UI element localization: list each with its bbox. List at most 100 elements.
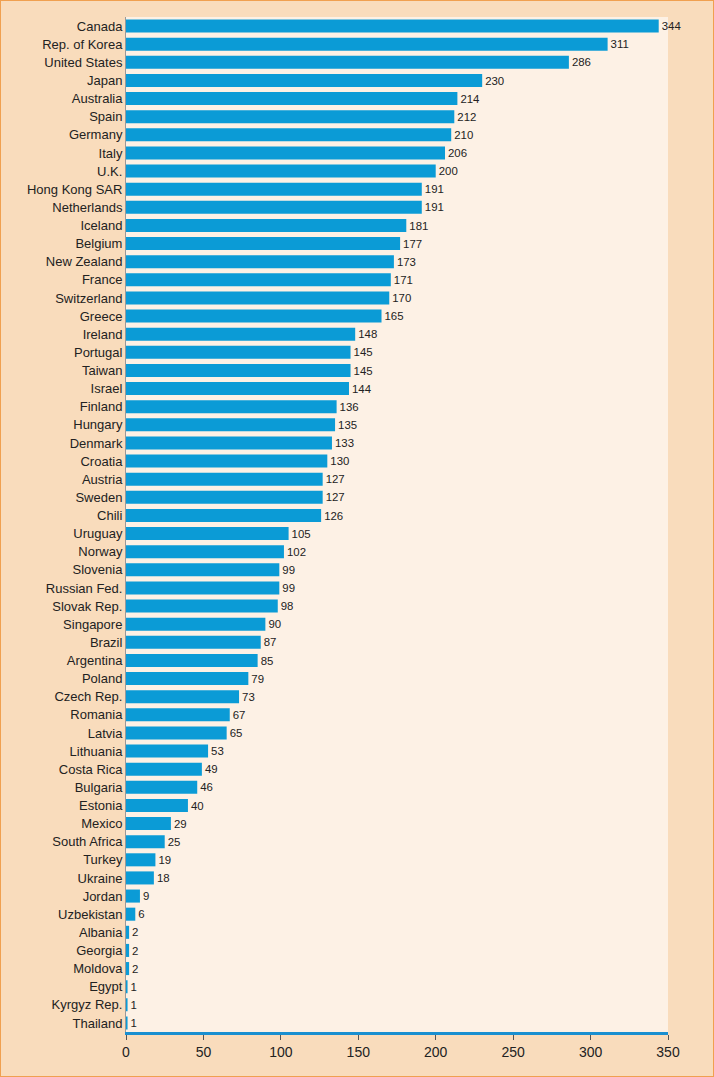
svg-text:145: 145	[354, 346, 373, 358]
svg-text:Bulgaria: Bulgaria	[75, 780, 123, 795]
svg-text:Hong Kong SAR: Hong Kong SAR	[27, 182, 122, 197]
svg-text:102: 102	[287, 546, 306, 558]
svg-text:46: 46	[200, 781, 213, 793]
svg-text:145: 145	[354, 365, 373, 377]
svg-text:Kyrgyz Rep.: Kyrgyz Rep.	[52, 997, 123, 1012]
svg-text:Moldova: Moldova	[73, 961, 123, 976]
svg-text:126: 126	[324, 510, 343, 522]
svg-text:Canada: Canada	[77, 19, 123, 34]
svg-text:18: 18	[157, 872, 170, 884]
svg-text:133: 133	[335, 437, 354, 449]
svg-text:344: 344	[662, 20, 682, 32]
svg-text:Poland: Poland	[82, 671, 122, 686]
svg-text:Greece: Greece	[80, 309, 123, 324]
svg-text:Albania: Albania	[79, 925, 123, 940]
svg-text:99: 99	[282, 564, 295, 576]
svg-text:Costa Rica: Costa Rica	[59, 762, 123, 777]
svg-text:Taiwan: Taiwan	[82, 363, 122, 378]
svg-text:Uzbekistan: Uzbekistan	[58, 907, 122, 922]
svg-text:53: 53	[211, 745, 224, 757]
svg-text:65: 65	[230, 727, 243, 739]
svg-text:U.K.: U.K.	[97, 164, 122, 179]
svg-text:Israel: Israel	[91, 381, 123, 396]
svg-text:127: 127	[326, 491, 345, 503]
svg-text:214: 214	[460, 93, 480, 105]
svg-text:206: 206	[448, 147, 467, 159]
svg-text:171: 171	[394, 274, 413, 286]
svg-text:Ukraine: Ukraine	[78, 870, 123, 885]
svg-text:311: 311	[611, 38, 629, 50]
svg-text:350: 350	[656, 1044, 680, 1060]
svg-text:Latvia: Latvia	[88, 725, 123, 740]
svg-text:Iceland: Iceland	[80, 218, 122, 233]
svg-text:Czech Rep.: Czech Rep.	[54, 689, 122, 704]
svg-text:Belgium: Belgium	[75, 236, 122, 251]
svg-text:France: France	[82, 272, 122, 287]
svg-text:Finland: Finland	[80, 399, 123, 414]
svg-text:130: 130	[330, 455, 349, 467]
svg-text:Turkey: Turkey	[83, 852, 123, 867]
svg-text:Singapore: Singapore	[63, 617, 122, 632]
svg-text:2: 2	[132, 963, 138, 975]
svg-text:250: 250	[501, 1044, 525, 1060]
svg-text:Netherlands: Netherlands	[52, 200, 123, 215]
svg-text:0: 0	[122, 1044, 130, 1060]
svg-text:Brazil: Brazil	[90, 635, 123, 650]
svg-text:170: 170	[392, 292, 411, 304]
svg-text:Lithuania: Lithuania	[70, 744, 124, 759]
svg-text:136: 136	[340, 401, 359, 413]
svg-text:Sweden: Sweden	[75, 490, 122, 505]
svg-text:165: 165	[385, 310, 404, 322]
svg-text:United States: United States	[44, 55, 123, 70]
svg-text:144: 144	[352, 383, 372, 395]
svg-text:Argentina: Argentina	[67, 653, 123, 668]
svg-text:1: 1	[131, 1017, 137, 1029]
svg-text:135: 135	[338, 419, 357, 431]
svg-text:200: 200	[439, 165, 458, 177]
svg-text:Thailand: Thailand	[73, 1015, 123, 1030]
svg-text:73: 73	[242, 691, 255, 703]
svg-text:Portugal: Portugal	[74, 345, 123, 360]
svg-text:29: 29	[174, 818, 187, 830]
svg-text:Rep. of Korea: Rep. of Korea	[42, 37, 123, 52]
svg-text:67: 67	[233, 709, 246, 721]
svg-text:210: 210	[454, 129, 473, 141]
svg-text:79: 79	[251, 673, 264, 685]
svg-text:1: 1	[131, 999, 137, 1011]
svg-text:Mexico: Mexico	[81, 816, 122, 831]
svg-text:Russian Fed.: Russian Fed.	[46, 580, 123, 595]
svg-text:Romania: Romania	[70, 707, 123, 722]
svg-text:6: 6	[138, 908, 144, 920]
svg-text:Georgia: Georgia	[76, 943, 123, 958]
svg-text:Slovak Rep.: Slovak Rep.	[52, 599, 122, 614]
svg-text:50: 50	[196, 1044, 212, 1060]
svg-text:212: 212	[457, 111, 476, 123]
svg-text:Switzerland: Switzerland	[55, 290, 122, 305]
svg-text:98: 98	[281, 600, 294, 612]
svg-text:2: 2	[132, 926, 138, 938]
svg-text:Ireland: Ireland	[83, 327, 123, 342]
svg-text:25: 25	[168, 836, 181, 848]
svg-text:Italy: Italy	[99, 145, 123, 160]
svg-text:87: 87	[264, 636, 277, 648]
svg-text:Germany: Germany	[69, 127, 123, 142]
svg-text:127: 127	[326, 473, 345, 485]
svg-text:85: 85	[261, 655, 274, 667]
svg-text:300: 300	[579, 1044, 603, 1060]
svg-text:Australia: Australia	[72, 91, 123, 106]
svg-text:Spain: Spain	[89, 109, 122, 124]
svg-text:181: 181	[409, 220, 428, 232]
svg-text:Denmark: Denmark	[70, 435, 123, 450]
svg-text:Austria: Austria	[82, 472, 123, 487]
svg-text:191: 191	[425, 201, 444, 213]
svg-text:Uruguay: Uruguay	[73, 526, 123, 541]
svg-text:Jordan: Jordan	[83, 889, 123, 904]
svg-text:Egypt: Egypt	[89, 979, 123, 994]
svg-text:230: 230	[485, 75, 504, 87]
svg-text:177: 177	[403, 238, 422, 250]
svg-text:South Africa: South Africa	[52, 834, 123, 849]
svg-text:148: 148	[358, 328, 377, 340]
svg-text:100: 100	[269, 1044, 293, 1060]
svg-text:40: 40	[191, 800, 204, 812]
svg-text:150: 150	[347, 1044, 371, 1060]
